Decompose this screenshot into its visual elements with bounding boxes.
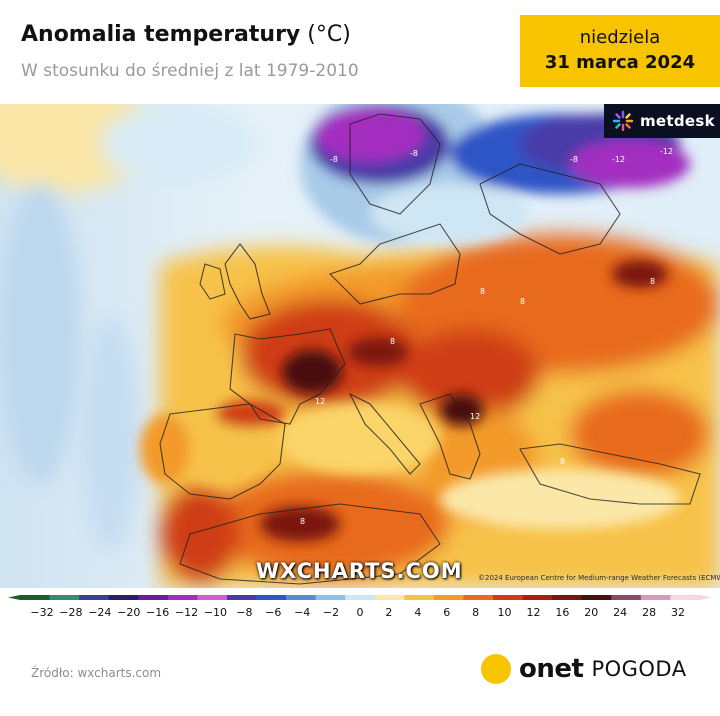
metdesk-star-icon: [612, 110, 634, 132]
scale-tick-label: −16: [146, 606, 170, 619]
brand-name: onet: [519, 654, 584, 684]
scale-tick-label: −8: [236, 606, 253, 619]
page-subtitle: W stosunku do średniej z lat 1979-2010: [21, 61, 359, 81]
svg-text:8: 8: [480, 287, 485, 296]
scale-swatch: [167, 595, 198, 600]
color-scale: [8, 595, 712, 600]
scale-swatch: [522, 595, 553, 600]
scale-tick-label: 16: [555, 606, 570, 619]
date-badge: niedziela 31 marca 2024: [520, 15, 720, 87]
scale-tick-label: −10: [203, 606, 228, 619]
scale-tick-label: −12: [174, 606, 199, 619]
scale-tick-label: −2: [322, 606, 340, 619]
scale-swatch: [640, 595, 671, 600]
scale-arrow-left: [8, 595, 20, 600]
scale-tick-label: 0: [356, 606, 364, 619]
date-day: niedziela: [579, 27, 661, 48]
svg-text:8: 8: [650, 277, 655, 286]
scale-tick-label: 4: [414, 606, 422, 619]
onet-pogoda-logo: onet POGODA: [481, 654, 687, 684]
svg-text:-8: -8: [570, 155, 578, 164]
scale-tick-label: −28: [59, 606, 83, 619]
date-value: 31 marca 2024: [544, 52, 696, 73]
page-title: Anomalia temperatury (°C): [21, 22, 351, 47]
scale-tick-label: 24: [613, 606, 628, 619]
svg-text:8: 8: [390, 337, 395, 346]
title-unit: (°C): [307, 22, 351, 47]
scale-tick-label: 6: [443, 606, 451, 619]
title-text: Anomalia temperatury: [21, 22, 301, 47]
scale-swatch: [286, 595, 317, 600]
color-scale-labels: −32 −28 −24 −20 −16 −12 −10 −8 −6 −4 −2 0 2 4 6 8 10 12 16…: [0, 606, 720, 622]
scale-swatch: [581, 595, 612, 600]
scale-tick-label: 28: [642, 606, 657, 619]
svg-text:8: 8: [560, 457, 565, 466]
coastlines: [159, 113, 701, 585]
scale-swatch: [108, 595, 139, 600]
scale-swatch: [138, 595, 169, 600]
scale-arrow-right: [700, 595, 712, 600]
scale-tick-label: −6: [265, 606, 282, 619]
scale-swatch: [197, 595, 228, 600]
svg-text:12: 12: [315, 397, 325, 406]
svg-text:-8: -8: [410, 149, 418, 158]
scale-swatch: [345, 595, 376, 600]
onet-dot-icon: [481, 654, 511, 684]
scale-tick-label: 32: [671, 606, 685, 619]
brand-sub: POGODA: [591, 657, 687, 681]
anomaly-map: -8 -8 -12 -12 -8 8 8 8 12 12 8 8 8: [0, 104, 720, 588]
svg-text:8: 8: [520, 297, 525, 306]
metdesk-logo: metdesk: [604, 104, 720, 138]
scale-tick-label: −24: [88, 606, 112, 619]
scale-swatch: [256, 595, 287, 600]
wxcharts-watermark: WXCHARTS.COM: [256, 559, 463, 583]
scale-swatch: [433, 595, 464, 600]
scale-swatch: [20, 595, 51, 600]
scale-tick-label: −4: [294, 606, 311, 619]
scale-swatch: [463, 595, 494, 600]
hot-core: [260, 260, 668, 542]
scale-tick-label: −20: [117, 606, 141, 619]
scale-tick-label: 20: [584, 606, 599, 619]
ecmwf-copyright: ©2024 European Centre for Medium-range W…: [478, 574, 720, 582]
map-graphic: -8 -8 -12 -12 -8 8 8 8 12 12 8 8 8: [0, 104, 720, 588]
source-note: Źródło: wxcharts.com: [31, 666, 162, 680]
svg-text:-12: -12: [660, 147, 673, 156]
scale-swatch: [670, 595, 701, 600]
scale-swatch: [404, 595, 435, 600]
scale-swatch: [611, 595, 642, 600]
svg-text:-8: -8: [330, 155, 338, 164]
scale-tick-label: 10: [497, 606, 512, 619]
scale-swatch: [226, 595, 258, 600]
header: Anomalia temperatury (°C) W stosunku do …: [0, 0, 720, 104]
scale-tick-label: 12: [526, 606, 541, 619]
svg-text:12: 12: [470, 412, 480, 421]
scale-tick-label: 2: [385, 606, 393, 619]
scale-tick-label: 8: [472, 606, 480, 619]
metdesk-logo-text: metdesk: [640, 112, 715, 130]
contour-labels: -8 -8 -12 -12 -8 8 8 8 12 12 8 8 8: [300, 147, 673, 526]
scale-swatch: [49, 595, 80, 600]
svg-text:-12: -12: [612, 155, 625, 164]
scale-swatch: [374, 595, 405, 600]
scale-tick-label: −32: [30, 606, 54, 619]
scale-swatch: [79, 595, 110, 600]
scale-swatch: [552, 595, 583, 600]
scale-swatch: [315, 595, 346, 600]
scale-swatch: [493, 595, 524, 600]
svg-text:8: 8: [300, 517, 305, 526]
